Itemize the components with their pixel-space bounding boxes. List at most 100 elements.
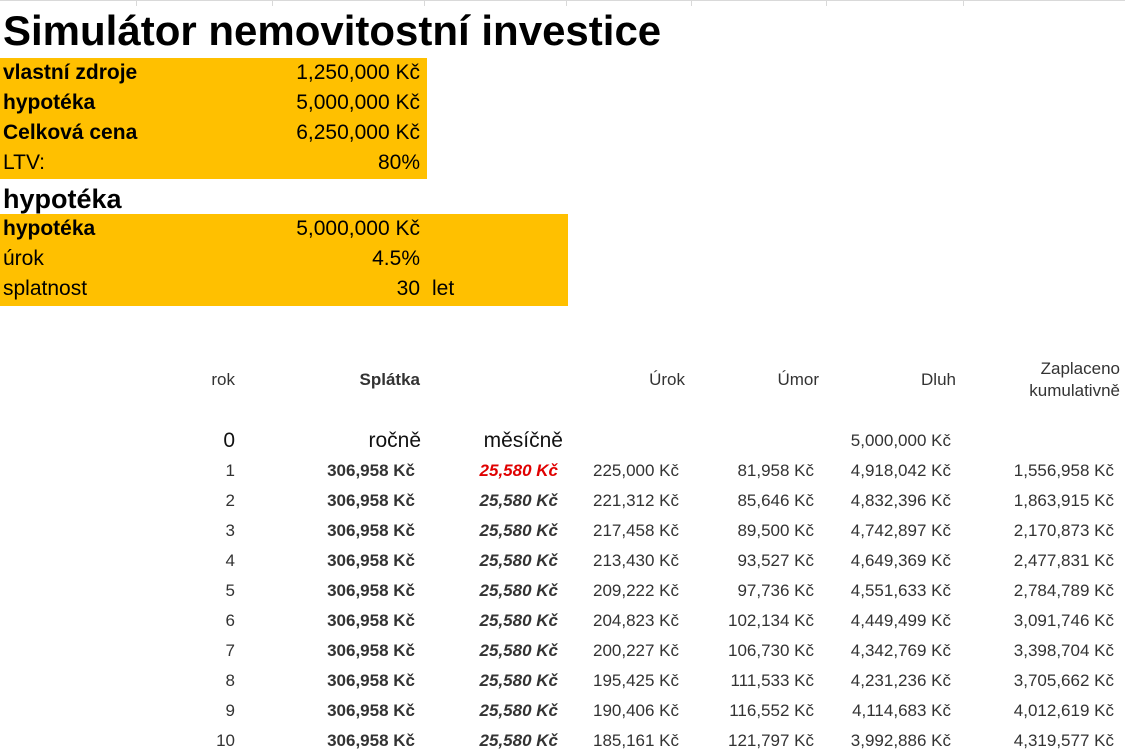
cell-rok[interactable]: 4 [225,551,235,570]
mortgage-row-value[interactable]: 4.5% [372,247,420,270]
grid-col-line [424,0,425,6]
cell-umor[interactable]: 97,736 Kč [737,581,814,600]
mortgage-row-label: úrok [3,247,44,270]
mortgage-row-value[interactable]: 30 [396,277,420,300]
header-zaplaceno-line2: kumulativně [1029,381,1120,400]
cell-splatka-mesicne[interactable]: 25,580 Kč [479,701,558,720]
purchase-row-value[interactable]: 5,000,000 Kč [296,91,420,114]
cell-splatka-mesicne[interactable]: 25,580 Kč [479,731,558,750]
cell-umor[interactable]: 102,134 Kč [727,611,814,630]
cell-rok[interactable]: 2 [225,491,235,510]
cell-splatka-mesicne[interactable]: 25,580 Kč [479,641,558,660]
cell-splatka-rocne[interactable]: 306,958 Kč [327,671,415,690]
cell-urok[interactable]: 217,458 Kč [592,521,679,540]
cell-rok[interactable]: 8 [225,671,235,690]
cell-splatka-mesicne[interactable]: 25,580 Kč [479,671,558,690]
cell-umor[interactable]: 81,958 Kč [737,461,814,480]
header-urok: Úrok [649,370,685,389]
cell-umor[interactable]: 106,730 Kč [727,641,814,660]
purchase-row-value[interactable]: 1,250,000 Kč [296,61,420,84]
cell-dluh[interactable]: 4,742,897 Kč [850,521,951,540]
cell-rok[interactable]: 10 [216,731,235,750]
grid-col-line [272,0,273,6]
cell-urok[interactable]: 195,425 Kč [592,671,679,690]
cell-urok[interactable]: 185,161 Kč [592,731,679,750]
cell-urok[interactable]: 204,823 Kč [592,611,679,630]
cell-urok[interactable]: 209,222 Kč [592,581,679,600]
header-splatka: Splátka [359,370,420,389]
purchase-row-label: hypotéka [3,91,96,114]
cell-splatka-mesicne[interactable]: 25,580 Kč [479,521,558,540]
purchase-row: LTV: 80% [0,148,427,178]
cell-rok[interactable]: 7 [225,641,235,660]
cell-dluh[interactable]: 3,992,886 Kč [850,731,951,750]
purchase-row-label: Celková cena [3,121,138,144]
cell-urok[interactable]: 221,312 Kč [592,491,679,510]
cell-rok[interactable]: 5 [225,581,235,600]
cell-umor[interactable]: 116,552 Kč [729,701,814,720]
cell-splatka-mesicne[interactable]: 25,580 Kč [479,551,558,570]
cell-dluh[interactable]: 4,832,396 Kč [850,491,951,510]
cell-urok[interactable]: 190,406 Kč [592,701,679,720]
mortgage-row-value[interactable]: 5,000,000 Kč [296,217,420,240]
cell-urok[interactable]: 225,000 Kč [592,461,679,480]
cell-splatka-mesicne[interactable]: 25,580 Kč [479,581,558,600]
cell-dluh[interactable]: 4,551,633 Kč [850,581,951,600]
cell-splatka-rocne[interactable]: 306,958 Kč [327,641,415,660]
cell-rok[interactable]: 1 [225,461,235,480]
cell-dluh[interactable]: 4,918,042 Kč [850,461,951,480]
cell-zaplaceno[interactable]: 3,398,704 Kč [1013,641,1114,660]
cell-zaplaceno[interactable]: 2,170,873 Kč [1013,521,1114,540]
cell-zaplaceno[interactable]: 4,319,577 Kč [1013,731,1114,750]
page-title: Simulátor nemovitostní investice [3,7,662,54]
subheader-rok: 0 [223,429,235,452]
cell-umor[interactable]: 85,646 Kč [737,491,814,510]
cell-dluh[interactable]: 4,342,769 Kč [850,641,951,660]
cell-dluh[interactable]: 4,449,499 Kč [850,611,951,630]
cell-umor[interactable]: 89,500 Kč [737,521,814,540]
cell-zaplaceno[interactable]: 3,705,662 Kč [1013,671,1114,690]
cell-umor[interactable]: 93,527 Kč [737,551,814,570]
header-rok: rok [211,370,235,389]
cell-rok[interactable]: 3 [225,521,235,540]
cell-zaplaceno[interactable]: 4,012,619 Kč [1013,701,1114,720]
mortgage-heading: hypotéka [3,184,122,214]
purchase-row: vlastní zdroje 1,250,000 Kč [0,58,427,88]
cell-zaplaceno[interactable]: 1,556,958 Kč [1013,461,1114,480]
cell-splatka-rocne[interactable]: 306,958 Kč [327,731,415,750]
cell-splatka-mesicne[interactable]: 25,580 Kč [479,611,558,630]
purchase-row-label: LTV: [3,151,46,174]
cell-umor[interactable]: 121,797 Kč [727,731,814,750]
grid-col-line [566,0,567,6]
cell-splatka-rocne[interactable]: 306,958 Kč [327,701,415,720]
cell-rok[interactable]: 9 [225,701,235,720]
subheader-dluh: 5,000,000 Kč [850,431,951,450]
mortgage-row-label: splatnost [3,277,88,300]
cell-urok[interactable]: 213,430 Kč [592,551,679,570]
cell-zaplaceno[interactable]: 2,784,789 Kč [1013,581,1114,600]
mortgage-row-label: hypotéka [3,217,96,240]
cell-splatka-rocne[interactable]: 306,958 Kč [327,491,415,510]
cell-splatka-rocne[interactable]: 306,958 Kč [327,461,415,480]
cell-splatka-mesicne[interactable]: 25,580 Kč [479,491,558,510]
cell-urok[interactable]: 200,227 Kč [592,641,679,660]
cell-dluh[interactable]: 4,231,236 Kč [850,671,951,690]
cell-zaplaceno[interactable]: 1,863,915 Kč [1013,491,1114,510]
cell-splatka-rocne[interactable]: 306,958 Kč [327,521,415,540]
cell-dluh[interactable]: 4,114,683 Kč [852,701,951,720]
purchase-row-value[interactable]: 6,250,000 Kč [296,121,420,144]
cell-zaplaceno[interactable]: 3,091,746 Kč [1013,611,1114,630]
mortgage-row-unit: let [432,277,455,300]
cell-splatka-mesicne[interactable]: 25,580 Kč [479,461,558,480]
cell-dluh[interactable]: 4,649,369 Kč [850,551,951,570]
purchase-row-value[interactable]: 80% [377,151,420,174]
header-zaplaceno: Zaplaceno kumulativně [1029,358,1120,402]
grid-col-line [826,0,827,6]
cell-splatka-rocne[interactable]: 306,958 Kč [327,581,415,600]
cell-umor[interactable]: 111,533 Kč [730,671,815,690]
mortgage-parameters-panel: hypotéka 5,000,000 Kč úrok 4.5% splatnost 30 l… [0,214,568,306]
cell-splatka-rocne[interactable]: 306,958 Kč [327,551,415,570]
cell-splatka-rocne[interactable]: 306,958 Kč [327,611,415,630]
cell-rok[interactable]: 6 [225,611,235,630]
cell-zaplaceno[interactable]: 2,477,831 Kč [1013,551,1114,570]
